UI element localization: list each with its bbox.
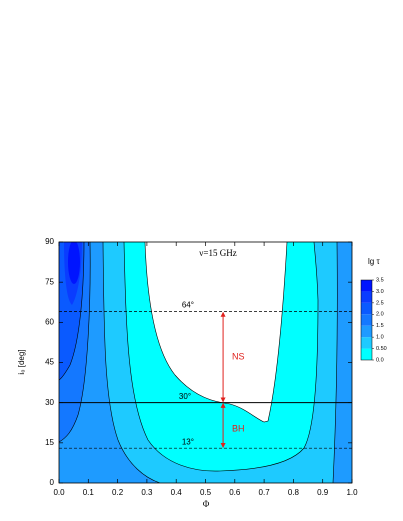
colorbar-segment — [361, 325, 372, 338]
colorbar-tick-label: 1.0 — [376, 335, 384, 341]
y-tick-label: 45 — [45, 358, 54, 367]
contour-lines — [59, 242, 338, 483]
colorbar-segment — [361, 337, 372, 349]
x-tick-label: 0.5 — [200, 488, 212, 497]
colorbar-frame — [360, 279, 373, 361]
contour-field — [59, 242, 352, 483]
colorbar-segment — [361, 348, 372, 360]
y-tick-label: 0 — [50, 478, 55, 487]
colorbar-tick-label: 3.5 — [376, 277, 384, 283]
x-tick-label: 0.2 — [112, 488, 124, 497]
y-tick-label: 15 — [45, 438, 54, 447]
colorbar-tick-label: 3.0 — [376, 289, 384, 295]
y-tick-label: 60 — [45, 317, 54, 326]
y-axis-label: i₀ [deg] — [17, 349, 26, 374]
x-tick-label: 0.0 — [53, 488, 65, 497]
colorbar-tick-label: 1.5 — [376, 323, 384, 329]
frequency-label: ν=15 GHz — [199, 248, 236, 258]
x-axis-label: Φ — [203, 499, 210, 509]
bh-label: BH — [232, 423, 245, 433]
reference-label: 30° — [179, 392, 191, 401]
x-tick-label: 0.7 — [259, 488, 271, 497]
colorbar-tick-label: 2.0 — [376, 312, 384, 318]
y-tick-label: 90 — [45, 237, 54, 246]
contour-blank — [145, 242, 287, 422]
x-tick-label: 0.6 — [229, 488, 241, 497]
colorbar-segment — [361, 280, 372, 292]
colorbar-segment — [361, 302, 372, 315]
y-tick-label: 30 — [45, 398, 54, 407]
colorbar-tick-label: 0.50 — [376, 346, 387, 352]
y-tick-label: 75 — [45, 277, 54, 286]
x-tick-label: 0.4 — [171, 488, 183, 497]
reference-label: 64° — [182, 301, 194, 310]
colorbar-segment — [361, 291, 372, 303]
contour-region — [68, 242, 80, 284]
colorbar-tick-label: 0.0 — [376, 357, 384, 363]
colorbar-segment — [361, 314, 372, 326]
x-tick-label: 0.1 — [83, 488, 95, 497]
reference-label: 13° — [182, 437, 194, 446]
x-tick-label: 0.9 — [317, 488, 329, 497]
x-tick-label: 1.0 — [346, 488, 358, 497]
colorbar-tick-label: 2.5 — [376, 300, 384, 306]
ns-label: NS — [232, 351, 245, 361]
x-tick-label: 0.3 — [141, 488, 153, 497]
x-tick-label: 0.8 — [288, 488, 300, 497]
colorbar-label: lg τ — [368, 257, 380, 266]
